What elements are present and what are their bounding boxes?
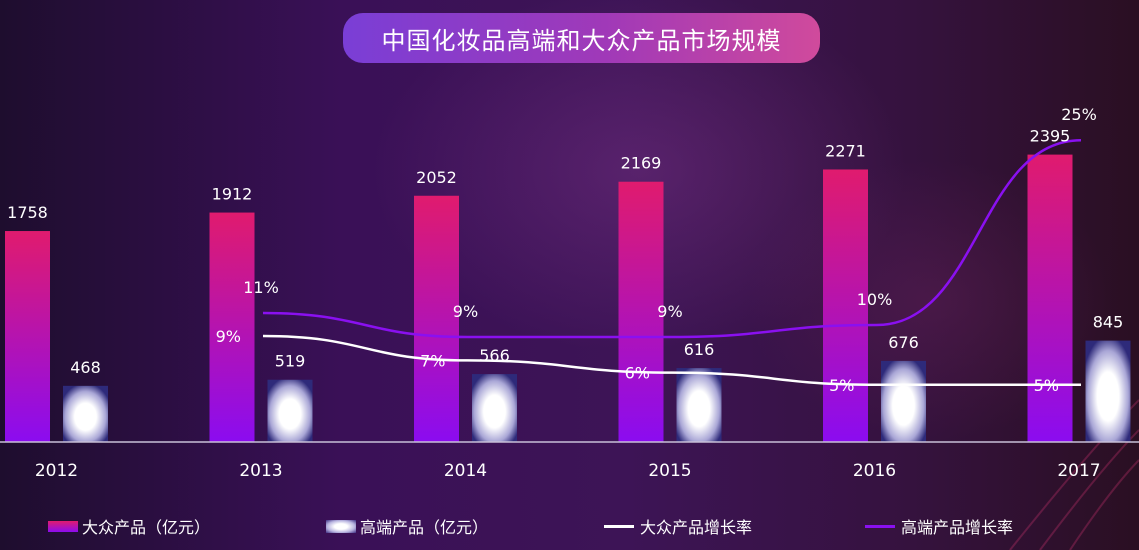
- bar-high: [472, 374, 517, 442]
- data-label-high: 616: [684, 340, 715, 359]
- line-mass-growth: [262, 334, 1081, 387]
- x-tick-label: 2013: [239, 461, 282, 481]
- legend-item-mass-growth[interactable]: 大众产品增长率: [604, 514, 752, 538]
- line-high-growth: [262, 138, 1082, 339]
- growth-label-mass: 5%: [1034, 376, 1059, 395]
- data-label-high: 845: [1093, 313, 1124, 332]
- growth-label-mass: 9%: [216, 327, 241, 346]
- x-tick-label: 2015: [648, 461, 691, 481]
- bar-mass: [1027, 154, 1073, 442]
- bar-mass: [414, 195, 459, 442]
- x-tick-label: 2012: [35, 461, 78, 481]
- growth-label-high: 25%: [1061, 105, 1097, 124]
- high-bars: [63, 340, 1131, 442]
- legend-item-mass[interactable]: 大众产品（亿元）: [48, 514, 210, 538]
- legend-label-mass-growth: 大众产品增长率: [640, 518, 753, 537]
- data-label-mass: 1758: [7, 203, 48, 222]
- legend-swatch-high-growth: [865, 524, 895, 528]
- legend-item-high-growth[interactable]: 高端产品增长率: [865, 514, 1013, 538]
- bar-high: [1085, 340, 1131, 442]
- data-label-high: 468: [70, 358, 101, 377]
- data-label-mass: 2395: [1030, 127, 1071, 146]
- bar-high: [267, 379, 313, 442]
- bar-mass: [618, 181, 664, 442]
- legend-label-high: 高端产品（亿元）: [360, 518, 489, 537]
- title-banner: 中国化妆品高端和大众产品市场规模: [343, 13, 820, 63]
- x-tick-label: 2017: [1057, 461, 1100, 481]
- growth-lines: [262, 138, 1082, 387]
- x-tick-label: 2014: [444, 461, 487, 481]
- growth-label-high: 10%: [857, 290, 893, 309]
- bar-high: [881, 360, 926, 442]
- data-label-mass: 2271: [825, 141, 866, 160]
- growth-label-mass: 7%: [420, 351, 445, 370]
- legend-label-mass: 大众产品（亿元）: [82, 518, 211, 537]
- data-label-mass: 1912: [212, 185, 253, 204]
- bar-mass: [209, 212, 255, 442]
- data-label-mass: 2169: [621, 154, 662, 173]
- data-label-mass: 2052: [416, 168, 457, 187]
- mass-bars: [5, 154, 1073, 443]
- legend-item-high[interactable]: 高端产品（亿元）: [326, 514, 488, 538]
- data-label-high: 566: [479, 346, 510, 365]
- x-tick-label: 2016: [853, 461, 896, 481]
- legend-swatch-mass: [48, 520, 78, 532]
- bar-high: [676, 368, 722, 442]
- growth-label-high: 9%: [657, 302, 682, 321]
- legend-swatch-high: [326, 519, 356, 533]
- growth-label-mass: 5%: [829, 376, 854, 395]
- bar-high: [63, 385, 108, 442]
- growth-label-high: 9%: [453, 302, 478, 321]
- data-labels: 1758 468 1912 519 2052 566 2169 616 2271 676 2395 8…: [7, 105, 1123, 395]
- chart-title: 中国化妆品高端和大众产品市场规模: [381, 26, 782, 55]
- x-tick-labels: 2012 2013 2014 2015 2016 2017: [35, 461, 1101, 481]
- data-label-high: 676: [888, 333, 919, 352]
- legend-label-high-growth: 高端产品增长率: [901, 518, 1014, 537]
- data-label-high: 519: [275, 352, 306, 371]
- legend-swatch-mass-growth: [604, 524, 634, 528]
- growth-label-mass: 6%: [625, 364, 650, 383]
- growth-label-high: 11%: [243, 278, 279, 297]
- bar-mass: [823, 169, 868, 443]
- bar-mass: [5, 231, 50, 442]
